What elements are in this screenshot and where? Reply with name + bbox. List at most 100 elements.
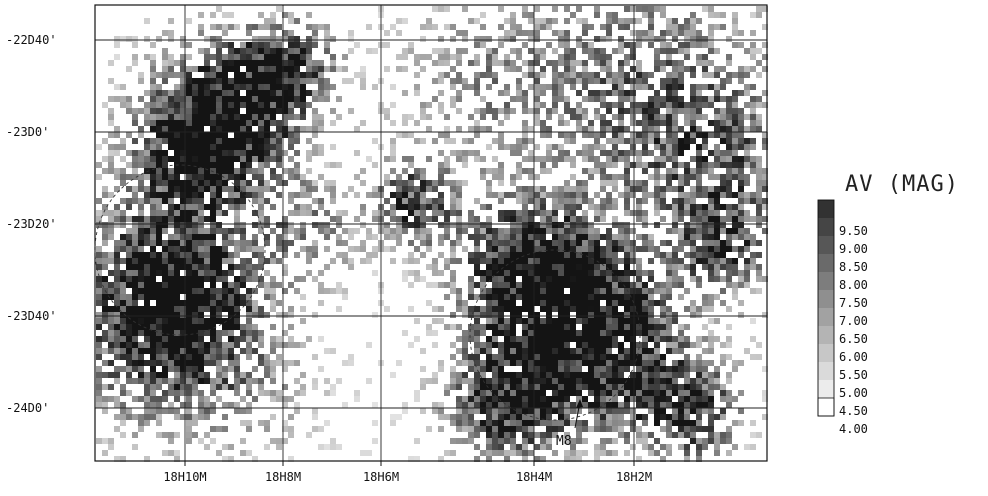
- extinction-pixel: [636, 66, 642, 72]
- extinction-pixel: [618, 78, 624, 84]
- extinction-pixel: [114, 240, 120, 246]
- extinction-pixel: [504, 216, 510, 222]
- extinction-pixel: [354, 246, 360, 252]
- extinction-pixel: [714, 198, 720, 204]
- extinction-pixel: [648, 396, 654, 402]
- extinction-pixel: [654, 138, 660, 144]
- extinction-pixel: [306, 246, 312, 252]
- extinction-pixel: [672, 174, 678, 180]
- extinction-pixel: [684, 288, 690, 294]
- extinction-pixel: [204, 84, 210, 90]
- extinction-pixel: [624, 384, 630, 390]
- extinction-pixel: [108, 150, 114, 156]
- extinction-pixel: [576, 114, 582, 120]
- extinction-pixel: [138, 348, 144, 354]
- extinction-pixel: [258, 42, 264, 48]
- extinction-pixel: [252, 144, 258, 150]
- extinction-pixel: [690, 12, 696, 18]
- extinction-pixel: [198, 204, 204, 210]
- extinction-pixel: [330, 384, 336, 390]
- extinction-pixel: [294, 42, 300, 48]
- extinction-pixel: [690, 366, 696, 372]
- extinction-pixel: [570, 318, 576, 324]
- extinction-pixel: [222, 288, 228, 294]
- extinction-pixel: [594, 450, 600, 456]
- extinction-pixel: [726, 180, 732, 186]
- extinction-pixel: [696, 438, 702, 444]
- extinction-pixel: [222, 258, 228, 264]
- extinction-pixel: [600, 420, 606, 426]
- extinction-pixel: [306, 90, 312, 96]
- extinction-pixel: [204, 96, 210, 102]
- extinction-pixel: [252, 114, 258, 120]
- extinction-pixel: [540, 66, 546, 72]
- extinction-pixel: [528, 48, 534, 54]
- extinction-pixel: [732, 168, 738, 174]
- extinction-pixel: [702, 378, 708, 384]
- extinction-pixel: [444, 450, 450, 456]
- extinction-pixel: [642, 342, 648, 348]
- extinction-pixel: [198, 414, 204, 420]
- extinction-pixel: [672, 252, 678, 258]
- extinction-pixel: [384, 306, 390, 312]
- extinction-pixel: [96, 210, 102, 216]
- extinction-pixel: [324, 348, 330, 354]
- extinction-pixel: [624, 24, 630, 30]
- extinction-pixel: [474, 342, 480, 348]
- extinction-pixel: [264, 24, 270, 30]
- extinction-pixel: [258, 420, 264, 426]
- extinction-pixel: [144, 108, 150, 114]
- extinction-pixel: [684, 180, 690, 186]
- extinction-pixel: [678, 216, 684, 222]
- extinction-pixel: [300, 102, 306, 108]
- extinction-pixel: [654, 324, 660, 330]
- extinction-pixel: [468, 114, 474, 120]
- extinction-pixel: [594, 324, 600, 330]
- extinction-pixel: [450, 438, 456, 444]
- extinction-pixel: [480, 228, 486, 234]
- extinction-pixel: [252, 264, 258, 270]
- extinction-pixel: [210, 222, 216, 228]
- extinction-pixel: [546, 360, 552, 366]
- extinction-pixel: [558, 42, 564, 48]
- extinction-pixel: [570, 276, 576, 282]
- extinction-pixel: [228, 288, 234, 294]
- extinction-pixel: [300, 294, 306, 300]
- extinction-pixel: [606, 342, 612, 348]
- extinction-pixel: [252, 156, 258, 162]
- extinction-pixel: [624, 6, 630, 12]
- extinction-pixel: [534, 396, 540, 402]
- extinction-pixel: [594, 90, 600, 96]
- extinction-pixel: [690, 210, 696, 216]
- extinction-pixel: [234, 366, 240, 372]
- extinction-pixel: [474, 42, 480, 48]
- extinction-pixel: [558, 54, 564, 60]
- extinction-pixel: [288, 426, 294, 432]
- extinction-pixel: [624, 270, 630, 276]
- extinction-pixel: [240, 228, 246, 234]
- extinction-pixel: [414, 60, 420, 66]
- extinction-pixel: [156, 300, 162, 306]
- extinction-pixel: [102, 156, 108, 162]
- extinction-pixel: [456, 228, 462, 234]
- extinction-pixel: [114, 84, 120, 90]
- extinction-pixel: [108, 168, 114, 174]
- extinction-pixel: [384, 228, 390, 234]
- extinction-pixel: [456, 156, 462, 162]
- extinction-pixel: [312, 246, 318, 252]
- extinction-pixel: [588, 42, 594, 48]
- extinction-pixel: [660, 162, 666, 168]
- extinction-pixel: [708, 72, 714, 78]
- extinction-pixel: [426, 126, 432, 132]
- extinction-pixel: [564, 390, 570, 396]
- extinction-pixel: [402, 192, 408, 198]
- extinction-pixel: [504, 270, 510, 276]
- extinction-pixel: [276, 84, 282, 90]
- axis-ticks: [184, 461, 635, 466]
- extinction-pixel: [726, 54, 732, 60]
- extinction-pixel: [174, 180, 180, 186]
- extinction-pixel: [246, 402, 252, 408]
- extinction-pixel: [162, 300, 168, 306]
- extinction-pixel: [522, 108, 528, 114]
- extinction-pixel: [564, 120, 570, 126]
